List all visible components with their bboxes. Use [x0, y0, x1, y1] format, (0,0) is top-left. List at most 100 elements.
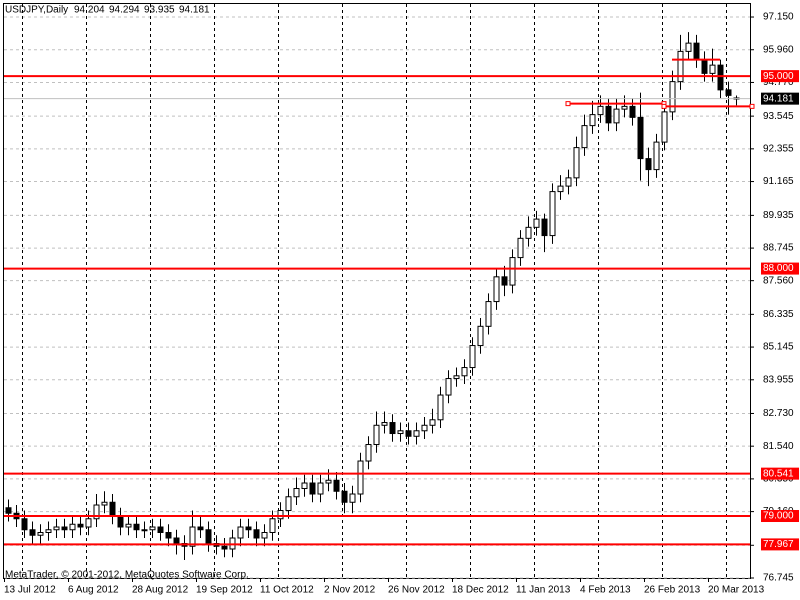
candle-body — [637, 116, 644, 160]
candle-body — [605, 105, 612, 124]
candle-body — [709, 64, 716, 74]
y-tick-label: 94.770 — [763, 77, 794, 88]
level-label: 77.967 — [763, 539, 794, 550]
candle-body — [69, 523, 76, 531]
candle-body — [725, 89, 732, 96]
y-tick-label: 88.745 — [763, 243, 794, 254]
bid-label-box — [761, 92, 799, 105]
candle-body — [309, 482, 316, 495]
x-tick-label: 20 Mar 2013 — [708, 585, 765, 596]
candle-body — [93, 504, 100, 520]
candle-body — [165, 532, 172, 539]
y-tick-label: 91.165 — [763, 176, 794, 187]
candle-body — [485, 301, 492, 327]
candle-body — [365, 444, 372, 462]
candle-body — [325, 479, 332, 484]
candle-body — [517, 237, 524, 259]
candle-body — [197, 526, 204, 531]
candle-body — [77, 523, 84, 528]
candle-body — [261, 532, 268, 539]
x-tick-label: 11 Jan 2013 — [516, 585, 571, 596]
overlays: 95.000 88.000 80.541 79.000 77.967 94.181 — [4, 58, 799, 551]
candle-body — [557, 185, 564, 193]
candle-body — [157, 526, 164, 534]
candle-body — [85, 518, 92, 528]
candle-body — [549, 191, 556, 237]
y-tick-label: 92.355 — [763, 143, 794, 154]
candle-body — [613, 108, 620, 124]
header-low: 93.935 — [144, 5, 175, 16]
candle-body — [653, 141, 660, 171]
level-label-box — [761, 510, 799, 523]
candle-body — [509, 257, 516, 286]
candle-body — [317, 482, 324, 495]
y-tick-label: 85.145 — [763, 342, 794, 353]
level-label-box — [761, 70, 799, 83]
candle-body — [245, 526, 252, 531]
y-tick-label: 81.540 — [763, 441, 794, 452]
x-tick-label: 28 Aug 2012 — [132, 585, 189, 596]
candle-body — [301, 482, 308, 490]
candle-body — [117, 515, 124, 528]
candle-body — [285, 496, 292, 512]
candle-body — [541, 218, 548, 237]
candle-body — [5, 507, 12, 514]
candle-body — [237, 526, 244, 539]
candle-body — [101, 501, 108, 506]
candle-body — [621, 105, 628, 110]
candle-body — [269, 518, 276, 534]
candle-body — [469, 345, 476, 369]
trendline-anchor — [661, 103, 667, 109]
candle-body — [677, 50, 684, 83]
candle-body — [53, 526, 60, 531]
y-tick-label: 97.150 — [763, 12, 794, 23]
chart-title: USDJPY,Daily — [5, 5, 68, 16]
candle-body — [357, 460, 364, 495]
candle-body — [581, 125, 588, 149]
candle-body — [597, 105, 604, 116]
candle-body — [421, 424, 428, 432]
level-label: 88.000 — [763, 263, 794, 274]
x-tick-label: 26 Nov 2012 — [388, 585, 445, 596]
candle-body — [493, 276, 500, 303]
candle-body — [333, 479, 340, 492]
y-tick-label: 93.545 — [763, 111, 794, 122]
y-tick-label: 82.730 — [763, 408, 794, 419]
candle-body — [413, 430, 420, 437]
candle-body — [589, 114, 596, 127]
candle-body — [221, 545, 228, 550]
level-label-box — [761, 538, 799, 551]
candle-body — [445, 378, 452, 396]
candle-body — [149, 526, 156, 531]
candle-body — [341, 490, 348, 503]
candle-body — [389, 422, 396, 435]
level-label-box — [761, 467, 799, 480]
x-tick-label: 19 Sep 2012 — [196, 585, 253, 596]
trendline-anchor — [565, 101, 571, 107]
y-tick-label: 86.335 — [763, 309, 794, 320]
y-tick-label: 95.960 — [763, 44, 794, 55]
candle-body — [461, 367, 468, 377]
candle-body — [21, 518, 28, 531]
candle-body — [405, 430, 412, 437]
x-tick-label: 11 Oct 2012 — [260, 585, 314, 596]
candle-body — [37, 532, 44, 536]
candle-body — [29, 529, 36, 536]
candle-body — [45, 529, 52, 534]
candle-body — [645, 158, 652, 171]
candle-body — [293, 488, 300, 498]
level-label-box — [761, 262, 799, 275]
x-tick-label: 26 Feb 2013 — [644, 585, 701, 596]
candle-body — [629, 105, 636, 118]
candle-body — [429, 419, 436, 426]
candle-body — [381, 422, 388, 426]
candle-body — [349, 493, 356, 503]
x-tick-label: 13 Jul 2012 — [4, 585, 56, 596]
candle-body — [669, 81, 676, 113]
trendline-anchor — [749, 103, 755, 109]
candle-body — [189, 526, 196, 547]
candle-body — [701, 59, 708, 74]
